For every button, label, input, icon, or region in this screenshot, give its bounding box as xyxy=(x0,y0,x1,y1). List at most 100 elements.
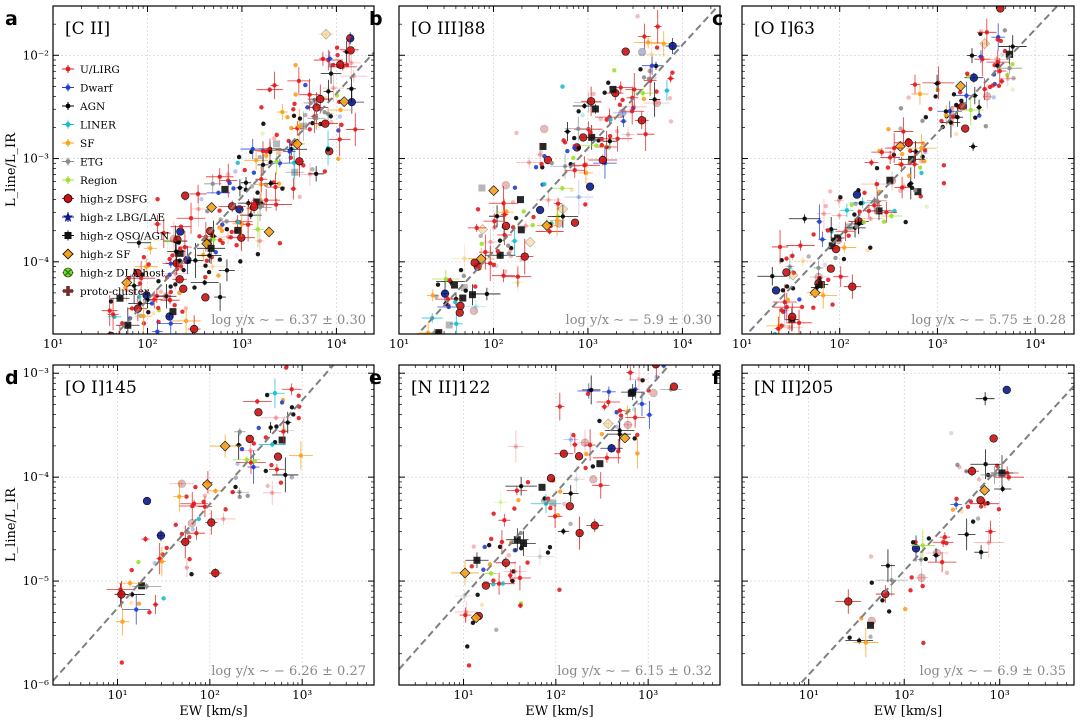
data-point xyxy=(167,272,172,277)
data-point xyxy=(926,536,932,541)
data-point xyxy=(597,418,602,424)
data-point xyxy=(862,190,867,196)
data-point xyxy=(181,537,190,547)
data-point xyxy=(268,425,273,430)
data-point xyxy=(475,207,481,212)
data-point xyxy=(260,162,266,168)
data-point xyxy=(502,232,507,238)
data-point xyxy=(136,601,142,606)
data-point xyxy=(251,441,257,446)
data-point xyxy=(884,210,889,215)
data-point xyxy=(237,490,242,495)
data-point xyxy=(861,220,867,225)
data-point xyxy=(498,500,503,505)
data-point xyxy=(349,60,354,66)
data-point xyxy=(646,76,652,81)
data-point xyxy=(602,90,607,95)
data-point xyxy=(520,252,529,261)
data-point xyxy=(518,603,523,608)
data-point xyxy=(156,531,166,540)
data-point xyxy=(291,412,296,417)
data-point xyxy=(539,142,547,150)
data-point xyxy=(880,598,885,603)
data-point xyxy=(346,47,352,53)
data-point xyxy=(486,542,492,548)
data-point xyxy=(206,269,212,275)
data-point xyxy=(779,323,784,328)
data-point xyxy=(337,114,343,119)
data-point xyxy=(669,382,679,391)
data-point xyxy=(912,162,917,167)
data-point xyxy=(143,536,148,542)
data-point xyxy=(173,271,178,276)
data-point xyxy=(242,167,247,173)
data-point xyxy=(968,107,973,113)
data-point xyxy=(280,186,285,191)
data-point xyxy=(909,185,915,191)
data-point xyxy=(978,29,984,34)
data-point xyxy=(337,137,342,142)
data-point xyxy=(996,6,1005,13)
x-tick-label: 10² xyxy=(483,337,503,351)
data-point xyxy=(435,282,441,287)
data-point xyxy=(582,103,587,109)
data-point xyxy=(918,557,924,562)
data-point xyxy=(943,109,949,114)
data-point xyxy=(517,575,523,581)
legend-marker xyxy=(62,286,73,297)
y-tick-label: 10⁻³ xyxy=(23,152,50,166)
data-point xyxy=(322,169,328,174)
data-point xyxy=(939,559,945,565)
data-point xyxy=(326,89,331,94)
data-point xyxy=(588,133,596,141)
data-point xyxy=(168,289,174,295)
data-point xyxy=(991,95,996,100)
x-tick-label: 10¹ xyxy=(43,337,63,351)
data-point xyxy=(478,184,486,192)
data-point xyxy=(585,182,595,191)
data-point xyxy=(787,264,793,269)
data-point xyxy=(967,467,977,476)
data-point xyxy=(478,233,483,239)
data-point xyxy=(558,489,563,494)
data-point xyxy=(654,89,659,94)
data-point xyxy=(494,627,499,633)
data-point xyxy=(202,504,208,509)
data-point xyxy=(203,263,208,268)
data-point xyxy=(471,544,476,549)
data-point xyxy=(459,567,471,579)
data-point xyxy=(599,142,604,148)
data-point xyxy=(285,344,289,348)
data-point xyxy=(159,559,165,564)
data-point xyxy=(549,499,557,507)
data-point xyxy=(289,387,294,392)
data-point xyxy=(645,339,653,347)
data-point xyxy=(628,370,633,375)
data-point xyxy=(791,270,796,275)
data-point xyxy=(911,544,921,553)
data-point xyxy=(177,479,186,488)
data-point xyxy=(995,63,1000,68)
data-point xyxy=(820,237,825,242)
data-point xyxy=(990,83,995,88)
data-point xyxy=(590,464,596,469)
data-point xyxy=(227,180,232,186)
data-point xyxy=(219,440,231,452)
data-point xyxy=(568,437,573,442)
fit-annotation: log y/x ∼ − 6.9 ± 0.35 xyxy=(920,664,1066,679)
data-point xyxy=(891,145,897,151)
data-point xyxy=(784,284,790,289)
data-point xyxy=(899,185,905,190)
data-point xyxy=(473,304,479,309)
data-point xyxy=(183,318,189,324)
legend-marker xyxy=(63,194,73,203)
data-point xyxy=(1005,76,1010,81)
data-point xyxy=(887,155,893,160)
data-point xyxy=(179,531,185,537)
fit-annotation: log y/x ∼ − 6.37 ± 0.30 xyxy=(211,313,366,328)
data-point xyxy=(969,73,979,82)
data-point xyxy=(1011,76,1016,81)
data-point xyxy=(250,146,255,152)
data-point xyxy=(599,136,604,142)
data-point xyxy=(316,123,321,128)
